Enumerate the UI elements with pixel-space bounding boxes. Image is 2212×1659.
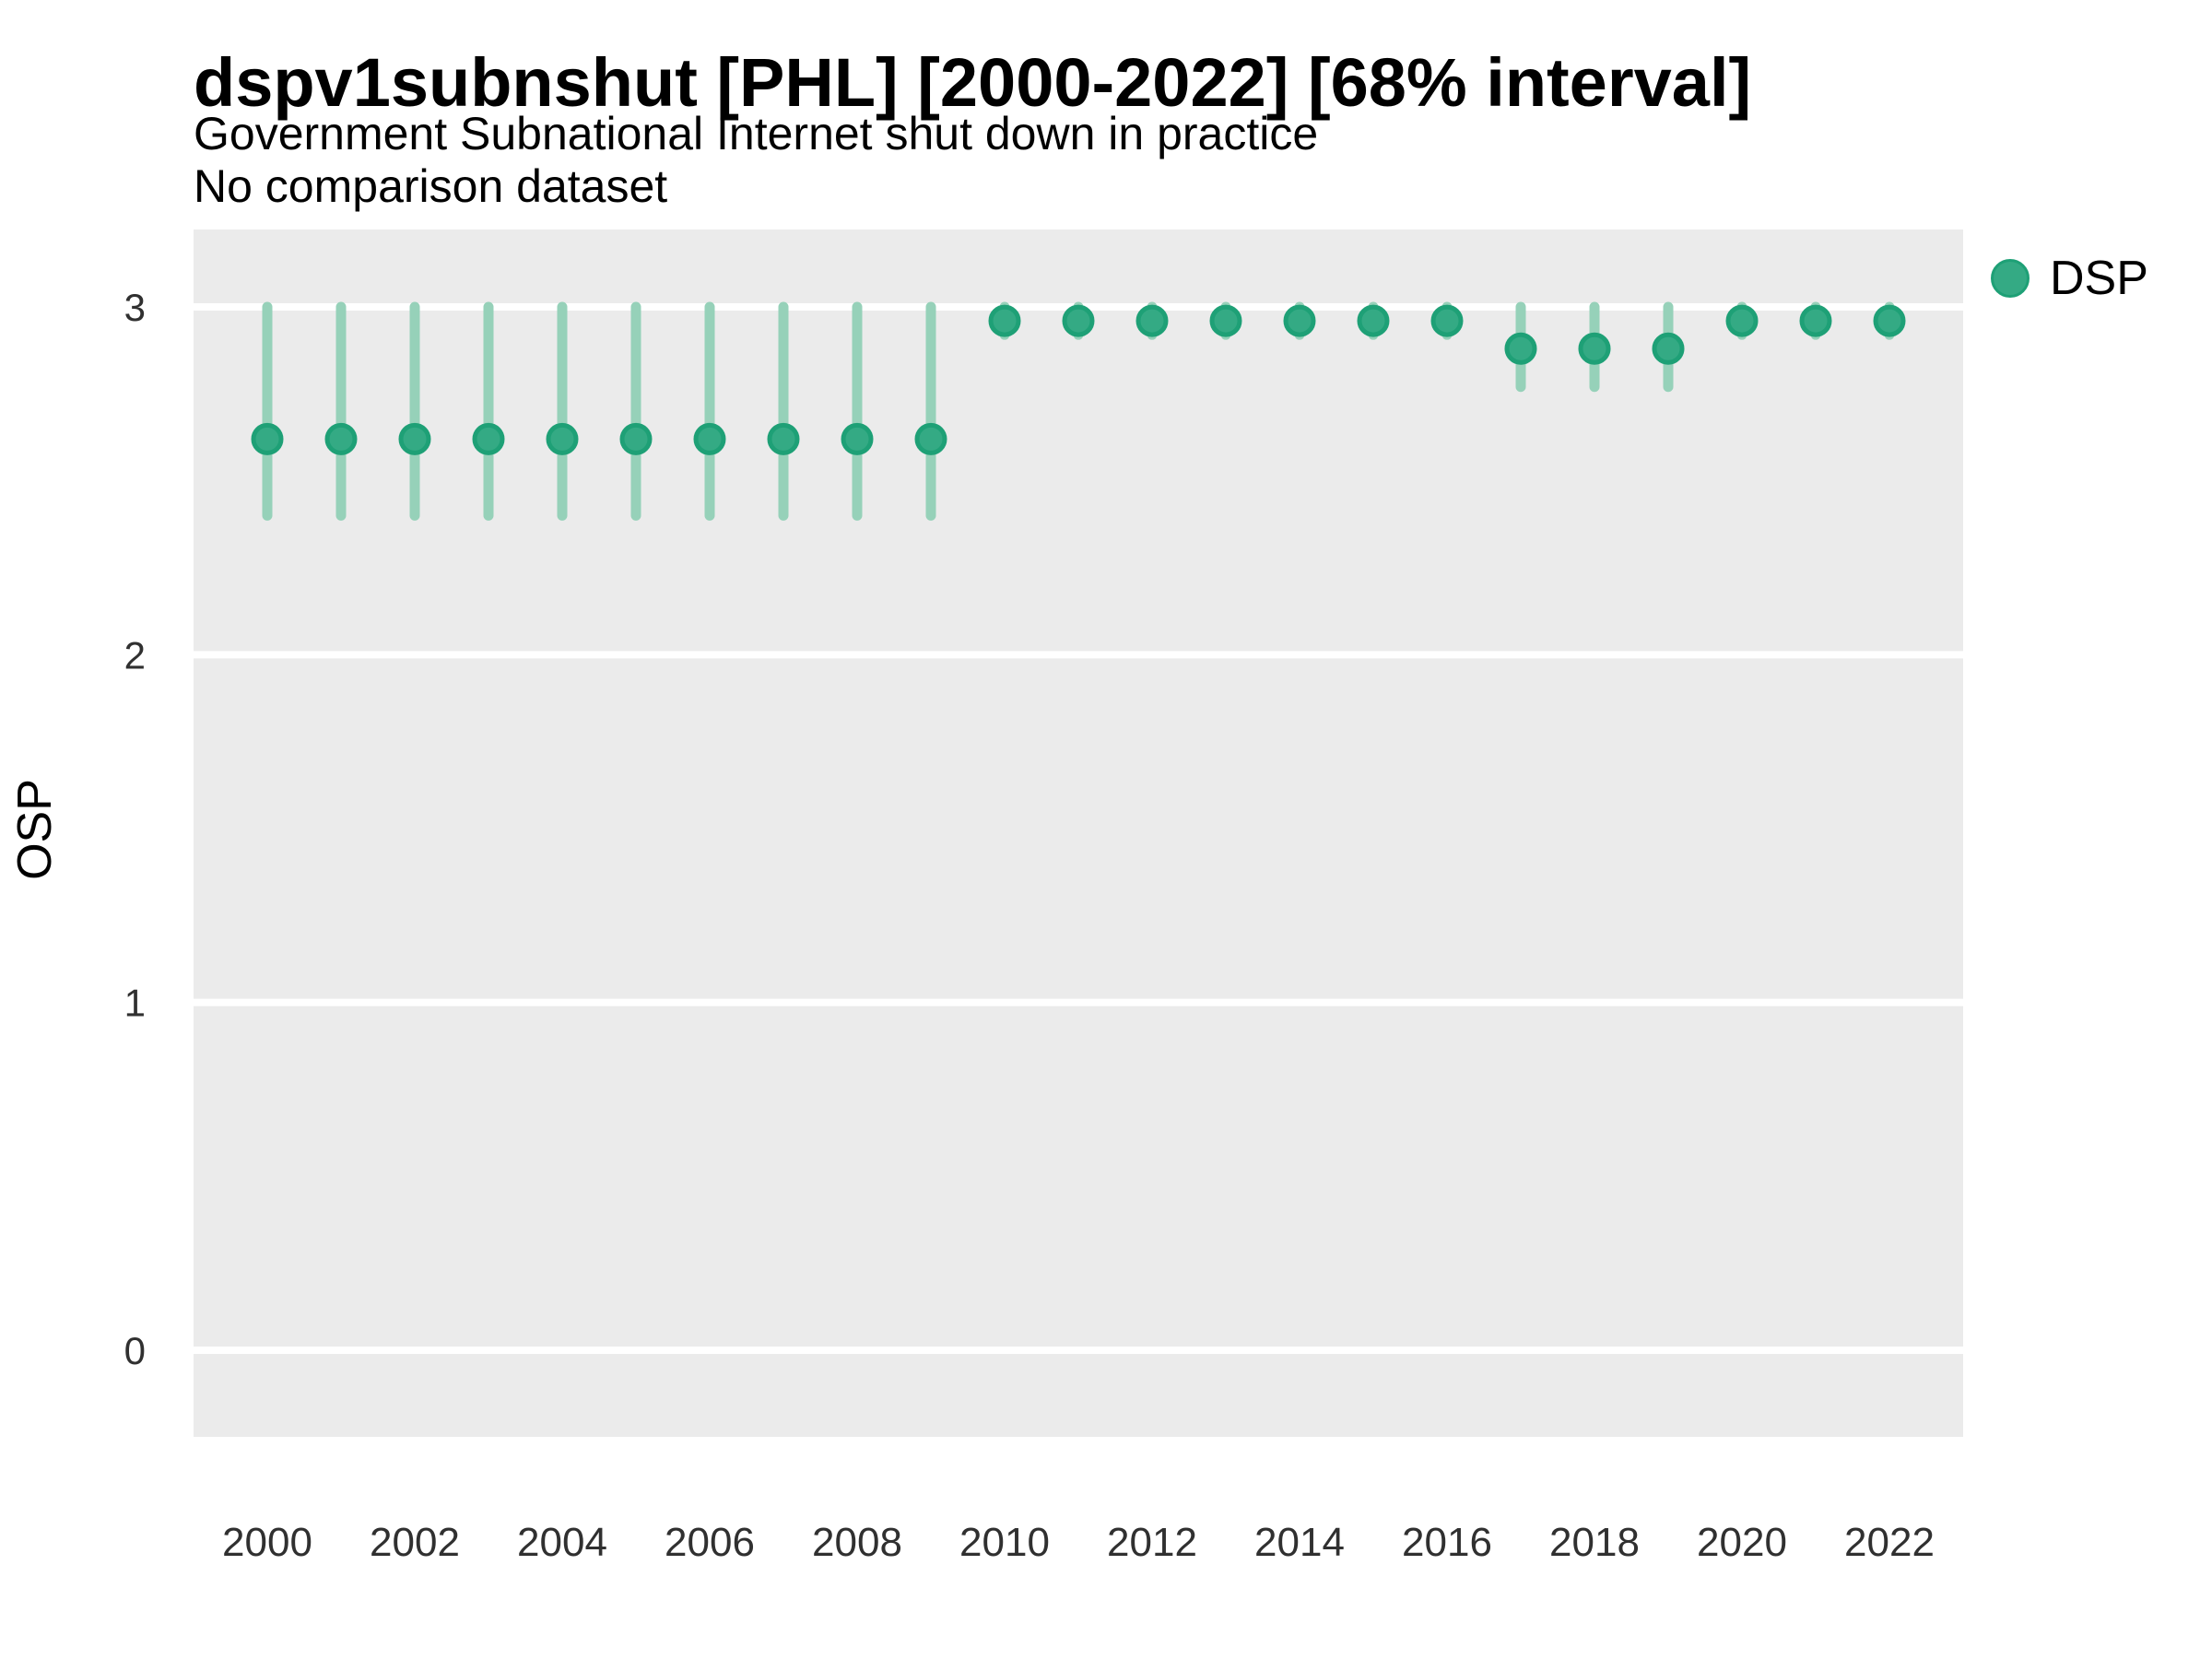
x-tick-label-2016: 2016: [1402, 1520, 1492, 1565]
x-tick-label-2014: 2014: [1254, 1520, 1345, 1565]
x-tick-label-2022: 2022: [1844, 1520, 1935, 1565]
data-point-2009: [914, 422, 947, 455]
data-point-2022: [1873, 304, 1906, 337]
y-tick-label-2: 2: [124, 633, 146, 677]
x-tick-label-2000: 2000: [222, 1520, 312, 1565]
x-tick-label-2012: 2012: [1107, 1520, 1197, 1565]
data-points: [251, 304, 1906, 455]
data-point-2007: [767, 422, 800, 455]
legend-dsp-swatch: [1991, 259, 2030, 298]
data-point-2000: [251, 422, 284, 455]
x-tick-label-2002: 2002: [370, 1520, 460, 1565]
data-point-2011: [1062, 304, 1095, 337]
x-tick-label-2010: 2010: [959, 1520, 1050, 1565]
x-tick-label-2008: 2008: [812, 1520, 902, 1565]
x-tick-label-2004: 2004: [517, 1520, 607, 1565]
legend: DSP: [1991, 251, 2148, 306]
legend-dsp-label: DSP: [2050, 252, 2148, 305]
y-tick-label-3: 3: [124, 286, 146, 329]
data-point-2001: [324, 422, 358, 455]
x-tick-label-2018: 2018: [1549, 1520, 1640, 1565]
data-point-2019: [1652, 332, 1685, 365]
chart-note: No comparison dataset: [194, 160, 668, 212]
data-point-2010: [988, 304, 1021, 337]
y-tick-label-0: 0: [124, 1329, 146, 1372]
x-tick-label-2006: 2006: [665, 1520, 755, 1565]
data-point-2017: [1504, 332, 1537, 365]
data-point-2002: [398, 422, 431, 455]
x-tick-label-2020: 2020: [1697, 1520, 1787, 1565]
data-point-2013: [1209, 304, 1242, 337]
data-point-2015: [1357, 304, 1390, 337]
data-point-2003: [472, 422, 505, 455]
plot-area: [194, 229, 1963, 1437]
data-point-2018: [1578, 332, 1611, 365]
y-tick-label-1: 1: [124, 982, 146, 1025]
data-point-2005: [619, 422, 653, 455]
y-axis-title: OSP: [8, 779, 62, 880]
data-point-2006: [693, 422, 726, 455]
data-point-2021: [1799, 304, 1832, 337]
chart-subtitle: Government Subnational Internet shut dow…: [194, 108, 1319, 159]
data-point-2008: [841, 422, 874, 455]
data-point-2016: [1430, 304, 1464, 337]
data-point-2020: [1725, 304, 1759, 337]
data-point-2014: [1283, 304, 1316, 337]
chart-title: dspv1subnshut [PHL] [2000-2022] [68% int…: [194, 44, 1752, 121]
data-point-2012: [1135, 304, 1169, 337]
data-point-2004: [546, 422, 579, 455]
